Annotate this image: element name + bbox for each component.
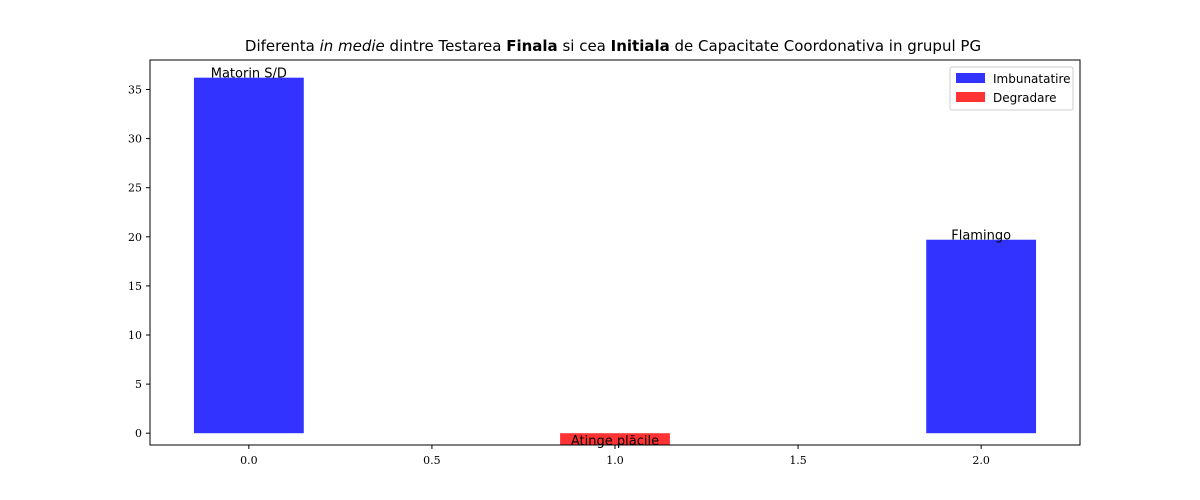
y-tick-label-7: 35 bbox=[128, 83, 142, 96]
y-tick-label-4: 20 bbox=[128, 231, 142, 244]
y-tick-label-6: 30 bbox=[128, 133, 142, 146]
bar-label-2: Flamingo bbox=[951, 229, 1011, 244]
x-tick-label-3: 1.5 bbox=[789, 454, 807, 467]
chart-title: Diferenta in medie dintre Testarea Final… bbox=[245, 37, 981, 55]
y-tick-label-0: 0 bbox=[135, 427, 142, 440]
y-tick-label-3: 15 bbox=[128, 280, 142, 293]
x-tick-label-0: 0.0 bbox=[240, 454, 258, 467]
x-tick-label-4: 2.0 bbox=[972, 454, 990, 467]
x-tick-label-2: 1.0 bbox=[606, 454, 624, 467]
legend: Imbunatatire Degradare bbox=[949, 66, 1074, 111]
legend-label-1: Degradare bbox=[993, 91, 1057, 105]
y-tick-label-5: 25 bbox=[128, 182, 142, 195]
y-tick-label-1: 5 bbox=[135, 378, 142, 391]
axis-ticks: 0.0 0.5 1.0 1.5 2.0 0 5 10 15 20 25 30 35 bbox=[128, 83, 990, 467]
y-tick-label-2: 10 bbox=[128, 329, 142, 342]
bar-0 bbox=[193, 77, 304, 434]
bar-label-0: Matorin S/D bbox=[211, 67, 287, 82]
legend-swatch-1 bbox=[956, 92, 985, 102]
bar-2 bbox=[926, 239, 1037, 434]
x-tick-label-1: 0.5 bbox=[423, 454, 441, 467]
legend-swatch-0 bbox=[956, 73, 985, 83]
bar-1 bbox=[560, 433, 670, 445]
legend-label-0: Imbunatatire bbox=[993, 72, 1071, 86]
